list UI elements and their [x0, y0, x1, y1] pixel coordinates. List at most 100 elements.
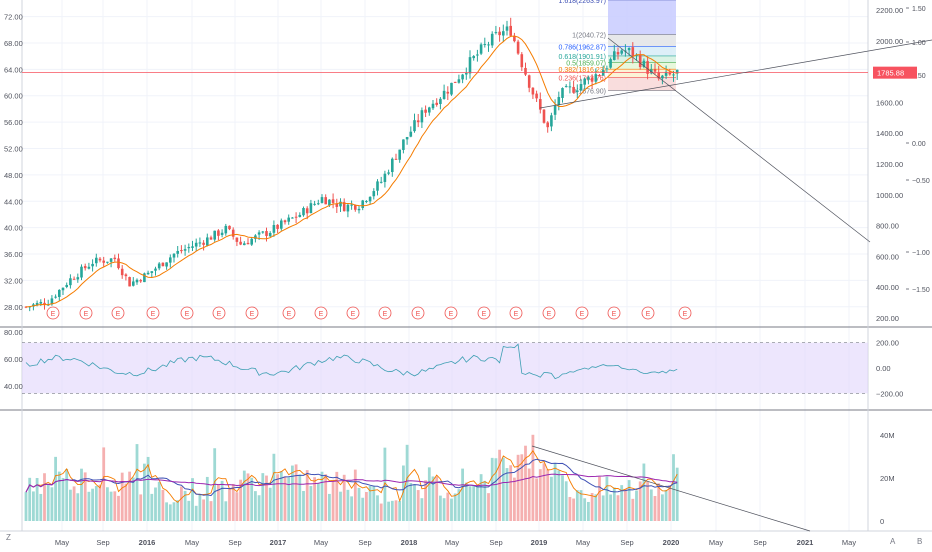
- candle-body[interactable]: [505, 26, 509, 31]
- volume-bar[interactable]: [135, 444, 139, 521]
- volume-bar[interactable]: [446, 492, 450, 521]
- candle-body[interactable]: [117, 258, 120, 269]
- candle-body[interactable]: [83, 266, 87, 269]
- candle-body[interactable]: [627, 47, 631, 51]
- earnings-marker[interactable]: [346, 306, 360, 320]
- auto-scale-button[interactable]: A: [890, 537, 896, 546]
- volume-bar[interactable]: [220, 480, 224, 521]
- volume-bar[interactable]: [590, 492, 594, 521]
- candle-body[interactable]: [531, 87, 535, 95]
- volume-bar[interactable]: [365, 492, 368, 521]
- candle-body[interactable]: [675, 69, 679, 74]
- candle-body[interactable]: [143, 273, 146, 283]
- volume-bar[interactable]: [487, 493, 490, 521]
- volume-bar[interactable]: [254, 491, 257, 521]
- volume-bar[interactable]: [187, 500, 191, 521]
- volume-bar[interactable]: [509, 465, 513, 521]
- volume-bar[interactable]: [498, 449, 501, 521]
- volume-bar[interactable]: [261, 473, 265, 521]
- volume-pane[interactable]: 0 20M 40M: [24, 431, 895, 526]
- earnings-marker[interactable]: [146, 306, 160, 320]
- volume-bar[interactable]: [57, 471, 61, 521]
- candle-body[interactable]: [120, 268, 124, 276]
- candle-body[interactable]: [372, 191, 376, 197]
- candle-body[interactable]: [261, 231, 265, 233]
- volume-bar[interactable]: [461, 468, 464, 521]
- volume-bar[interactable]: [257, 495, 261, 521]
- candle-body[interactable]: [87, 266, 91, 269]
- volume-bar[interactable]: [464, 482, 468, 521]
- volume-bar[interactable]: [490, 457, 494, 521]
- volume-bar[interactable]: [476, 485, 479, 521]
- volume-bar[interactable]: [183, 490, 187, 521]
- volume-bar[interactable]: [398, 500, 402, 521]
- candle-body[interactable]: [442, 90, 446, 100]
- candle-body[interactable]: [69, 278, 72, 286]
- volume-bar[interactable]: [379, 503, 383, 521]
- volume-bar[interactable]: [579, 490, 583, 521]
- candle-body[interactable]: [520, 54, 524, 68]
- volume-bar[interactable]: [435, 476, 439, 521]
- candle-body[interactable]: [283, 220, 287, 223]
- volume-bar[interactable]: [668, 485, 672, 521]
- candle-body[interactable]: [272, 225, 276, 233]
- earnings-marker[interactable]: [314, 306, 328, 320]
- candle-body[interactable]: [169, 257, 172, 263]
- volume-bar[interactable]: [416, 490, 420, 521]
- volume-bar[interactable]: [372, 485, 376, 521]
- volume-bar[interactable]: [527, 468, 531, 521]
- candle-body[interactable]: [80, 266, 83, 278]
- volume-bar[interactable]: [324, 474, 328, 521]
- candle-body[interactable]: [324, 197, 327, 205]
- volume-bar[interactable]: [390, 500, 394, 521]
- candle-body[interactable]: [653, 69, 657, 72]
- volume-bar[interactable]: [72, 486, 76, 521]
- candle-body[interactable]: [291, 217, 294, 219]
- candle-body[interactable]: [313, 203, 316, 205]
- volume-bar[interactable]: [572, 498, 575, 521]
- candle-body[interactable]: [91, 263, 94, 267]
- candle-body[interactable]: [561, 88, 564, 98]
- earnings-marker[interactable]: [444, 306, 458, 320]
- candle-body[interactable]: [583, 78, 586, 85]
- volume-bar[interactable]: [661, 494, 664, 521]
- volume-bar[interactable]: [131, 477, 135, 521]
- volume-bar[interactable]: [102, 447, 106, 521]
- candle-body[interactable]: [294, 216, 298, 218]
- volume-bar[interactable]: [242, 470, 246, 521]
- candle-body[interactable]: [43, 302, 46, 305]
- candle-body[interactable]: [317, 203, 320, 205]
- candle-body[interactable]: [268, 233, 272, 237]
- volume-bar[interactable]: [180, 486, 183, 521]
- earnings-marker[interactable]: [111, 306, 125, 320]
- earnings-marker[interactable]: [378, 306, 392, 320]
- candle-body[interactable]: [391, 158, 394, 173]
- volume-bar[interactable]: [28, 477, 32, 521]
- candle-body[interactable]: [553, 105, 557, 115]
- volume-bar[interactable]: [198, 494, 202, 521]
- volume-bar[interactable]: [61, 478, 65, 521]
- candle-body[interactable]: [254, 235, 257, 239]
- candle-body[interactable]: [398, 149, 401, 160]
- candle-body[interactable]: [157, 263, 161, 269]
- candle-body[interactable]: [65, 284, 68, 288]
- volume-bar[interactable]: [616, 495, 620, 521]
- volume-bar[interactable]: [309, 486, 313, 521]
- volume-bar[interactable]: [54, 456, 57, 521]
- candle-body[interactable]: [498, 31, 501, 36]
- volume-bar[interactable]: [46, 484, 50, 521]
- volume-bar[interactable]: [624, 489, 627, 521]
- candle-body[interactable]: [354, 205, 357, 210]
- volume-bar[interactable]: [294, 464, 298, 521]
- candle-body[interactable]: [342, 202, 346, 212]
- volume-bar[interactable]: [265, 475, 268, 521]
- candle-body[interactable]: [102, 260, 105, 263]
- candle-body[interactable]: [302, 208, 305, 216]
- candle-body[interactable]: [328, 199, 331, 206]
- volume-bar[interactable]: [620, 485, 624, 521]
- candle-body[interactable]: [439, 98, 442, 105]
- candle-body[interactable]: [672, 74, 675, 76]
- volume-bar[interactable]: [635, 490, 638, 521]
- volume-bar[interactable]: [94, 486, 98, 521]
